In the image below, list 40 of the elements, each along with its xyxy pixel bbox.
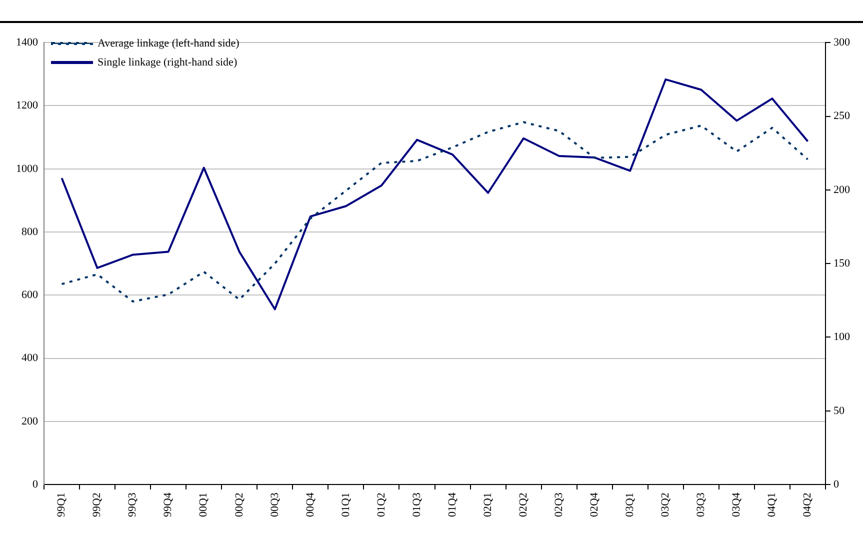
x-tick-label: 00Q1 bbox=[198, 492, 210, 518]
y-tick-label: 200 bbox=[22, 415, 38, 428]
legend-label: Average linkage (left-hand side) bbox=[98, 37, 240, 50]
x-tick-label: 99Q1 bbox=[56, 492, 68, 518]
x-tick-label: 01Q3 bbox=[410, 492, 423, 518]
x-tick-label: 99Q2 bbox=[91, 492, 104, 518]
x-tick-label: 03Q1 bbox=[624, 492, 636, 518]
y2-tick-label: 250 bbox=[834, 110, 850, 122]
y2-tick-label: 50 bbox=[834, 404, 845, 417]
x-tick-label: 04Q1 bbox=[766, 492, 778, 518]
y-tick-label: 0 bbox=[32, 478, 38, 490]
y2-tick-label: 100 bbox=[834, 331, 850, 344]
y-tick-label: 1000 bbox=[16, 162, 38, 175]
x-tick-label: 00Q4 bbox=[304, 492, 316, 518]
y-tick-label: 1400 bbox=[16, 36, 38, 48]
x-tick-label: 99Q3 bbox=[126, 492, 139, 518]
x-tick-label: 00Q2 bbox=[233, 492, 246, 518]
y-tick-label: 800 bbox=[22, 226, 38, 238]
y2-tick-label: 0 bbox=[834, 478, 840, 490]
y-tick-label: 600 bbox=[22, 289, 38, 302]
line-series bbox=[60, 121, 809, 302]
y-tick-label: 400 bbox=[22, 352, 38, 364]
x-tick-label: 02Q4 bbox=[588, 492, 600, 518]
legend-label: Single linkage (right-hand side) bbox=[98, 56, 238, 68]
x-tick-label: 02Q3 bbox=[552, 492, 565, 518]
y-tick-label: 1200 bbox=[16, 100, 38, 112]
x-tick-label: 01Q4 bbox=[446, 492, 458, 518]
x-tick-label: 00Q3 bbox=[268, 492, 281, 518]
x-tick-label: 04Q2 bbox=[802, 492, 814, 518]
y2-tick-label: 300 bbox=[834, 36, 850, 48]
x-tick-label: 99Q4 bbox=[162, 492, 174, 518]
y2-tick-label: 150 bbox=[834, 257, 850, 270]
x-tick-label: 02Q1 bbox=[482, 492, 494, 518]
x-tick-label: 03Q2 bbox=[660, 492, 672, 518]
x-tick-label: 02Q2 bbox=[517, 492, 530, 518]
y2-tick-label: 200 bbox=[834, 184, 850, 196]
x-tick-label: 03Q4 bbox=[730, 492, 743, 518]
x-tick-label: 01Q2 bbox=[375, 492, 388, 518]
x-tick-label: 03Q3 bbox=[695, 492, 708, 518]
x-tick-label: 01Q1 bbox=[340, 492, 352, 518]
